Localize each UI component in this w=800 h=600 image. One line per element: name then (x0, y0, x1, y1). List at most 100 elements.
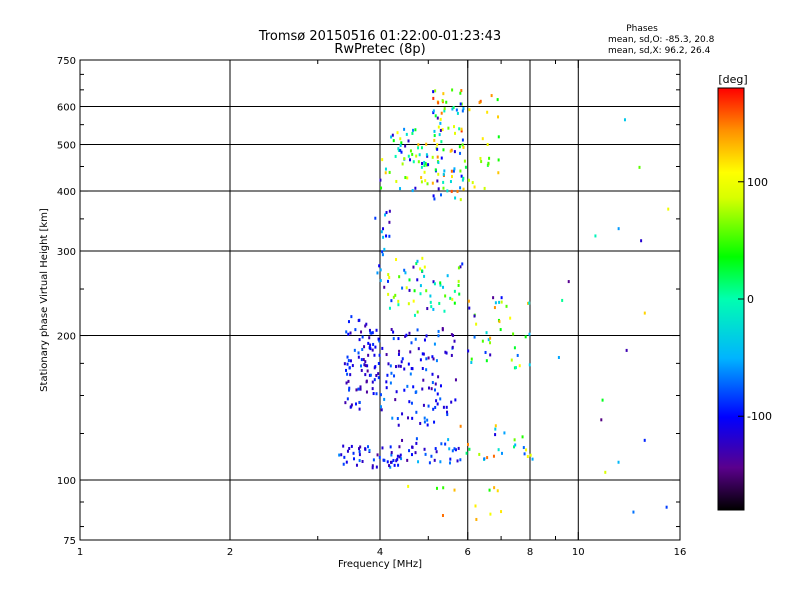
data-point (388, 209, 391, 213)
data-point (432, 111, 435, 115)
data-point (453, 150, 456, 154)
data-point (397, 423, 400, 427)
data-point (475, 517, 478, 521)
data-point (364, 447, 367, 451)
data-point (643, 438, 646, 442)
data-point (484, 350, 487, 354)
data-point (500, 451, 503, 455)
data-point (441, 99, 444, 103)
data-point (496, 98, 499, 102)
data-point (450, 189, 453, 193)
data-point (446, 410, 449, 414)
data-point (423, 338, 426, 342)
data-point (397, 463, 400, 467)
data-point (431, 355, 434, 359)
data-point (426, 307, 429, 311)
data-point (449, 457, 452, 461)
data-point (489, 353, 492, 357)
data-point (371, 466, 374, 470)
data-point (494, 427, 497, 431)
data-point (665, 505, 668, 509)
data-point (489, 341, 492, 345)
colorbar-ticks: 100 0 -100 (738, 176, 772, 423)
data-point (389, 381, 392, 385)
data-point (433, 129, 436, 133)
colorbar-tick-label: 0 (747, 293, 754, 306)
data-point (403, 388, 406, 392)
data-point (456, 189, 459, 193)
data-point (436, 179, 439, 183)
data-point (460, 127, 463, 131)
data-point (423, 447, 426, 451)
data-point (364, 324, 367, 328)
data-point (358, 450, 361, 454)
data-point (390, 328, 393, 332)
data-point (411, 416, 414, 420)
data-point (364, 373, 367, 377)
data-point (512, 332, 515, 336)
data-point (416, 259, 419, 263)
phases-info-line-o: mean, sd,O: -85.3, 20.8 (608, 35, 715, 45)
data-point (369, 343, 372, 347)
data-point (450, 353, 453, 357)
data-point (398, 275, 401, 279)
data-point (414, 337, 417, 341)
data-point (432, 109, 435, 113)
data-point (638, 165, 641, 169)
data-point (432, 90, 435, 94)
data-point (510, 358, 513, 362)
data-point (378, 353, 381, 357)
chart-title: Tromsø 20150516 01:22:00-01:23:43 (258, 29, 501, 44)
data-point (431, 155, 434, 159)
data-point (400, 141, 403, 145)
data-point (462, 107, 465, 111)
data-point (397, 364, 400, 368)
data-point (386, 373, 389, 377)
data-point (378, 339, 381, 343)
data-point (428, 461, 431, 465)
data-point (594, 234, 597, 238)
data-point (454, 378, 457, 382)
data-point (485, 331, 488, 335)
data-point (381, 346, 384, 350)
data-point (468, 108, 471, 112)
data-point (432, 307, 435, 311)
data-point (434, 168, 437, 172)
data-point (435, 359, 438, 363)
data-point (453, 301, 456, 305)
data-point (355, 402, 358, 406)
data-point (450, 169, 453, 173)
data-point (443, 109, 446, 113)
data-point (411, 152, 414, 156)
data-point (432, 357, 435, 361)
data-point (433, 420, 436, 424)
data-point (397, 337, 400, 341)
data-point (392, 458, 395, 462)
data-point (343, 455, 346, 459)
data-point (375, 328, 378, 332)
data-point (487, 338, 490, 342)
data-point (439, 283, 442, 287)
data-point (376, 453, 379, 457)
data-point (403, 157, 406, 161)
y-axis-label: Stationary phase Virtual Height [km] (39, 208, 50, 392)
data-point (461, 143, 464, 147)
data-point (419, 267, 422, 271)
data-point (417, 143, 420, 147)
data-point (389, 460, 392, 464)
data-point (406, 458, 409, 462)
data-point (486, 110, 489, 114)
data-point (426, 154, 429, 158)
data-point (396, 417, 399, 421)
data-point (357, 447, 360, 451)
data-point (419, 284, 422, 288)
data-point (526, 455, 529, 459)
data-point (503, 431, 506, 435)
data-point (459, 102, 462, 106)
data-point (434, 382, 437, 386)
data-point (439, 397, 442, 401)
data-point (429, 294, 432, 298)
data-point (405, 333, 408, 337)
data-point (397, 299, 400, 303)
data-point (498, 300, 501, 304)
